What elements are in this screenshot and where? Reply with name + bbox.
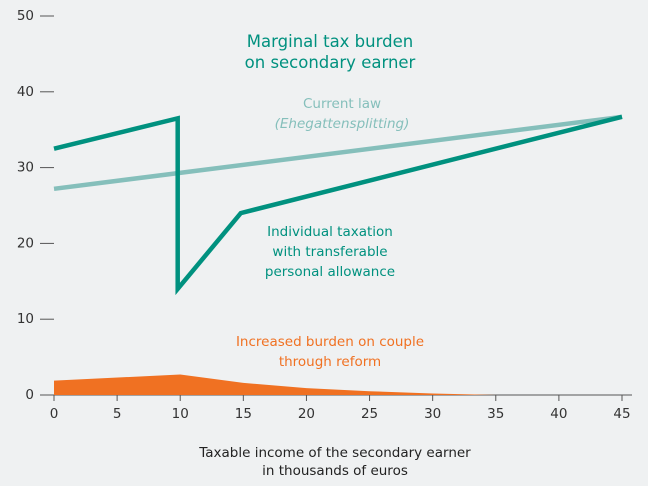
x-tick-label: 15 <box>235 406 252 422</box>
series-line <box>53 114 623 192</box>
x-axis-label-line: Taxable income of the secondary earner <box>198 445 471 461</box>
chart-title: Marginal tax burden on secondary earner <box>245 32 416 72</box>
series-label-line: (Ehegattensplitting) <box>275 116 410 132</box>
x-tick-label: 10 <box>172 406 189 422</box>
x-tick-label: 5 <box>113 406 122 422</box>
series-label-line: through reform <box>279 354 381 370</box>
y-tick-label: 20 <box>17 235 34 251</box>
x-tick-label: 25 <box>361 406 378 422</box>
series-label-line: personal allowance <box>265 264 395 280</box>
y-tick-label: 30 <box>17 160 34 176</box>
series-label-line: Current law <box>303 96 381 112</box>
series-line <box>53 114 623 296</box>
series-label: Individual taxation with transferable pers… <box>265 224 395 280</box>
x-tick-label: 0 <box>50 406 59 422</box>
series-label: Current law (Ehegattensplitting) <box>275 96 410 132</box>
y-tick-label: 0 <box>25 387 34 403</box>
x-tick-label: 35 <box>487 406 504 422</box>
series-label-line: Individual taxation <box>267 224 393 240</box>
x-axis-label-line: in thousands of euros <box>262 463 408 479</box>
x-tick-label: 45 <box>613 406 630 422</box>
x-tick-label: 20 <box>298 406 315 422</box>
y-tick-label: 50 <box>17 8 34 24</box>
chart-title-line: on secondary earner <box>245 53 416 72</box>
series-area <box>54 374 496 395</box>
x-tick-label: 40 <box>550 406 567 422</box>
y-tick-label: 10 <box>17 311 34 327</box>
y-tick-label: 40 <box>17 84 34 100</box>
series-label-line: Increased burden on couple <box>236 334 424 350</box>
x-axis-label: Taxable income of the secondary earner in… <box>198 445 471 479</box>
x-tick-label: 30 <box>424 406 441 422</box>
series-label-line: with transferable <box>272 244 387 260</box>
chart-title-line: Marginal tax burden <box>247 32 413 51</box>
series-label: Increased burden on couple through reform <box>236 334 424 370</box>
